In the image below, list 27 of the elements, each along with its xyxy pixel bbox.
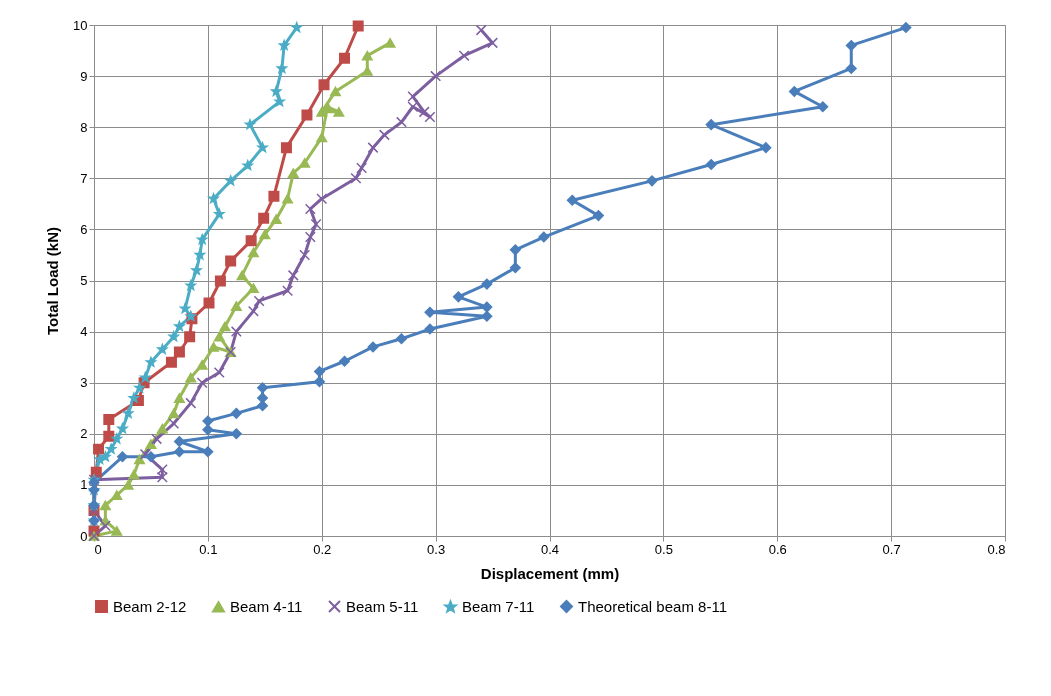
legend-label: Beam 2-12 [113, 597, 187, 615]
legend-label: Beam 4-11 [230, 597, 303, 615]
x-tick-label: 0.8 [987, 541, 1006, 557]
y-tick-label: 6 [80, 221, 88, 237]
legend-label: Beam 7-11 [462, 598, 535, 616]
y-tick-label: 7 [80, 170, 88, 186]
y-tick-label: 9 [80, 68, 88, 84]
y-tick-label: 1 [80, 477, 88, 493]
x-tick-label: 0.5 [654, 541, 673, 557]
x-tick-label: 0 [94, 541, 102, 557]
y-tick-label: 0 [80, 528, 88, 544]
y-tick-label: 10 [73, 17, 88, 33]
legend-label: Beam 5-11 [346, 597, 419, 615]
x-tick-label: 0.4 [540, 541, 560, 557]
x-axis-title: Displacement (mm) [480, 564, 620, 582]
x-tick-label: 0.6 [768, 541, 787, 557]
y-tick-label: 8 [80, 119, 88, 135]
x-tick-label: 0.1 [199, 541, 218, 557]
x-tick-label: 0.3 [427, 541, 446, 557]
x-tick-label: 0.7 [882, 541, 901, 557]
y-tick-label: 2 [80, 426, 88, 442]
y-tick-label: 4 [80, 324, 88, 340]
legend-label: Theoretical beam 8-11 [578, 597, 727, 615]
y-axis-title: Total Load (kN) [44, 226, 62, 336]
x-tick-label: 0.2 [313, 541, 332, 557]
y-tick-label: 3 [80, 375, 88, 391]
y-tick-label: 5 [80, 273, 88, 288]
